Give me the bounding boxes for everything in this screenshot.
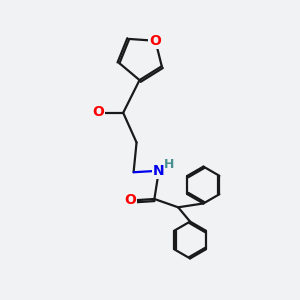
Text: O: O bbox=[124, 194, 136, 208]
Text: N: N bbox=[153, 164, 165, 178]
Text: O: O bbox=[92, 105, 104, 118]
Text: O: O bbox=[149, 34, 161, 48]
Text: H: H bbox=[95, 105, 105, 118]
Text: H: H bbox=[164, 158, 174, 171]
